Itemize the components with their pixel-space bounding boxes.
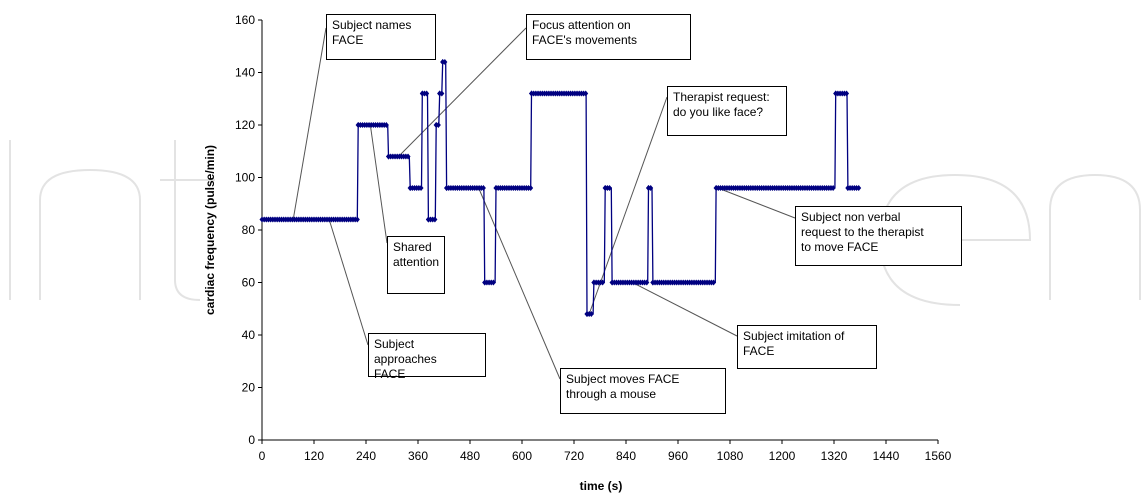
x-tick-label: 1200: [769, 449, 796, 463]
callout-text: Shared: [393, 240, 432, 254]
x-tick-label: 1080: [717, 449, 744, 463]
series-line: [262, 61, 860, 315]
data-point-marker: [528, 185, 534, 191]
data-point-marker: [600, 279, 606, 286]
callout-text: Subject names: [332, 18, 412, 32]
annotation-callout: Focus attention on FACE's movements: [526, 14, 691, 60]
annotation-connectors: [292, 27, 796, 380]
callout-text: Subject approaches: [374, 337, 437, 366]
x-tick-label: 240: [356, 449, 376, 463]
data-point-marker: [432, 216, 438, 223]
callout-text: Subject non verbal: [801, 210, 901, 224]
data-point-marker: [424, 90, 430, 97]
callout-connector: [632, 282, 738, 337]
data-point-marker: [830, 185, 836, 191]
callout-text: FACE: [743, 344, 775, 358]
x-tick-label: 120: [304, 449, 324, 463]
y-tick-label: 20: [242, 381, 256, 395]
x-tick-label: 1440: [873, 449, 900, 463]
y-tick-label: 160: [235, 13, 255, 27]
annotation-callout: Subject names FACE: [326, 14, 436, 60]
annotation-callout: Subject moves FACE through a mouse: [560, 368, 726, 414]
callout-text: FACE: [374, 367, 406, 381]
callout-connector: [398, 27, 527, 157]
data-point-marker: [435, 122, 441, 128]
callout-text: Therapist request:: [673, 90, 770, 104]
data-point-marker: [856, 185, 862, 191]
data-point-marker: [442, 59, 448, 65]
chart-axes: [258, 19, 939, 444]
x-tick-label: 720: [564, 449, 584, 463]
callout-text: through a mouse: [566, 387, 657, 401]
y-tick-label: 140: [235, 66, 255, 80]
callout-connector: [292, 27, 327, 220]
annotation-callout: Subject non verbal request to the therapi…: [795, 206, 962, 266]
y-tick-label: 40: [242, 328, 256, 342]
callout-text: request to the therapist: [801, 225, 924, 239]
data-point-marker: [480, 185, 486, 191]
data-series: [259, 59, 862, 317]
callout-text: attention: [393, 255, 440, 269]
data-point-marker: [405, 153, 411, 160]
y-axis-label: cardiac frequency (pulse/min): [203, 145, 217, 315]
data-point-marker: [711, 279, 717, 286]
data-point-marker: [583, 90, 589, 97]
callout-text: to move FACE: [801, 240, 879, 254]
annotation-callout: Subject imitation of FACE: [737, 325, 877, 369]
y-tick-label: 60: [242, 276, 256, 290]
callout-text: Focus attention on: [532, 18, 631, 32]
y-tick-label: 80: [242, 223, 256, 237]
tick-labels: 0 20 40 60 80 100 120 140 160 0 120 240 360 480 600 720…: [235, 13, 952, 463]
callout-connector: [369, 124, 388, 244]
data-point-marker: [439, 90, 445, 97]
callout-text: FACE's movements: [532, 33, 637, 47]
x-axis-label: time (s): [580, 479, 623, 493]
data-point-marker: [383, 122, 389, 128]
x-tick-label: 360: [408, 449, 428, 463]
data-point-marker: [844, 90, 850, 97]
annotation-callout: Therapist request: do you like face?: [667, 86, 787, 136]
callout-text: Subject moves FACE: [566, 372, 680, 386]
x-tick-label: 960: [668, 449, 688, 463]
x-tick-label: 0: [259, 449, 266, 463]
y-tick-label: 100: [235, 171, 255, 185]
data-point-marker: [607, 185, 613, 191]
x-tick-label: 840: [616, 449, 636, 463]
annotation-callout: Subject approaches FACE: [368, 333, 486, 381]
x-tick-label: 1560: [925, 449, 952, 463]
callout-connector: [588, 96, 668, 315]
callout-text: FACE: [332, 33, 364, 47]
x-tick-label: 600: [512, 449, 532, 463]
data-point-marker: [490, 279, 496, 286]
data-point-marker: [588, 311, 594, 317]
x-tick-label: 480: [460, 449, 480, 463]
y-tick-label: 0: [248, 433, 255, 447]
y-tick-label: 120: [235, 118, 255, 132]
callout-connector: [478, 187, 561, 380]
data-point-marker: [418, 185, 424, 191]
callout-connector: [717, 187, 796, 219]
callout-text: Subject imitation of: [743, 329, 845, 343]
data-point-marker: [644, 279, 650, 286]
annotation-callout: Shared attention: [387, 236, 445, 294]
callout-text: do you like face?: [673, 105, 764, 119]
data-point-marker: [354, 216, 360, 223]
data-point-marker: [648, 185, 654, 191]
callout-connector: [328, 219, 369, 346]
x-tick-label: 1320: [821, 449, 848, 463]
